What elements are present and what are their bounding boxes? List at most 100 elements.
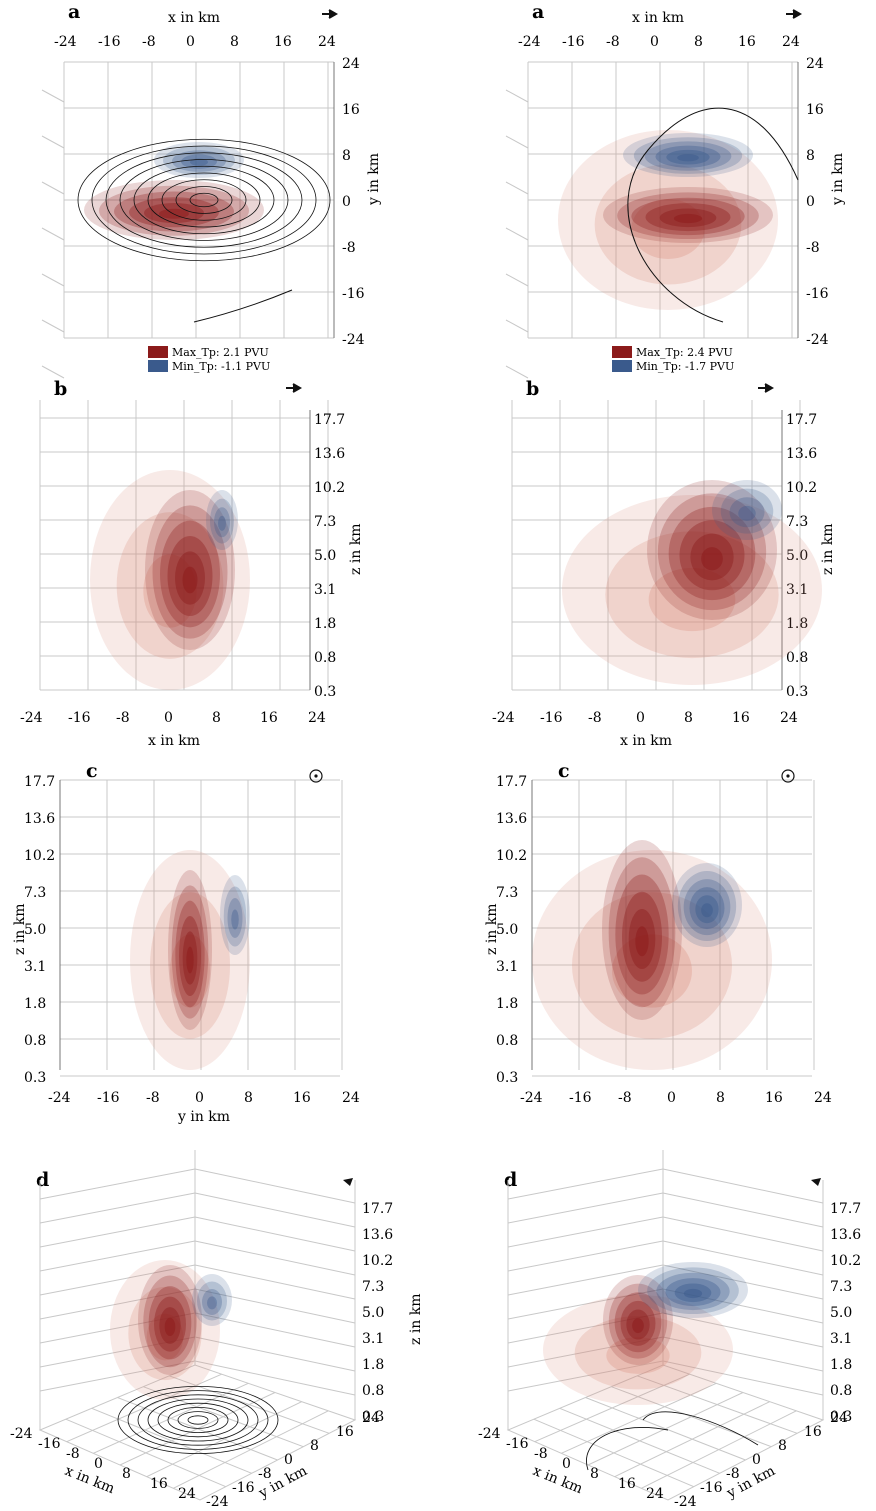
x-tick-label: -16	[98, 34, 121, 50]
y-tick-label: 0	[806, 194, 815, 210]
positive-pv-anomaly	[647, 480, 777, 620]
z-tick-label: 1.8	[314, 616, 336, 632]
wall-grid	[39, 1312, 196, 1344]
positive-pv-anomaly	[182, 566, 198, 594]
x-tick-label: -16	[68, 710, 91, 726]
grid-perspective	[505, 319, 529, 333]
wall-grid	[662, 1264, 824, 1300]
x-axis-label: x in km	[632, 10, 684, 26]
positive-pv-envelope	[90, 470, 250, 690]
positive-pv-anomaly	[608, 1283, 668, 1359]
x-tick-label: 0	[94, 1456, 103, 1472]
negative-pv-anomaly	[689, 887, 725, 930]
positive-pv-envelope	[170, 934, 210, 1008]
x-tick-label: 16	[274, 34, 292, 50]
z-tick-label: 0.8	[786, 650, 808, 666]
positive-pv-envelope	[532, 850, 772, 1070]
z-tick-label: 13.6	[786, 446, 817, 462]
north-arrow-icon	[758, 383, 775, 393]
positive-pv-envelope	[116, 512, 224, 659]
positive-pv-anomaly	[603, 1275, 673, 1365]
x-tick-label: -8	[534, 1446, 548, 1462]
positive-pv-envelope	[612, 934, 692, 1008]
x-tick-label: 0	[636, 710, 645, 726]
wall-grid	[39, 1192, 196, 1224]
legend-swatch-max	[148, 346, 168, 358]
positive-pv-anomaly	[635, 926, 649, 957]
positive-pv-anomaly	[659, 208, 717, 228]
z-tick-label: 5.0	[314, 548, 336, 564]
wall-grid	[507, 1264, 664, 1296]
pressure-contour	[189, 192, 219, 208]
pressure-contour	[627, 107, 799, 323]
legend-swatch-min	[148, 360, 168, 372]
y-tick-label: 16	[336, 1424, 354, 1440]
positive-pv-anomaly	[148, 1286, 192, 1360]
y-tick-label: 8	[310, 1438, 319, 1454]
positive-pv-anomaly	[617, 192, 759, 240]
y-axis-label: y in km	[177, 1109, 230, 1125]
positive-pv-envelope	[631, 199, 705, 259]
x-tick-label: -16	[506, 1436, 529, 1452]
y-tick-label: 0	[284, 1452, 293, 1468]
z-tick-label: 0.3	[24, 1070, 46, 1086]
z-tick-label: 13.6	[496, 811, 527, 827]
y-tick-label: -24	[520, 1090, 543, 1106]
panel-b-letter: b	[54, 378, 67, 400]
positive-pv-envelope	[562, 495, 822, 685]
positive-pv-anomaly	[602, 840, 682, 1020]
z-tick-label: 7.3	[830, 1279, 852, 1295]
y-tick-label: -8	[618, 1090, 632, 1106]
wall-grid	[39, 1264, 196, 1296]
x-axis-label: x in km	[63, 1463, 117, 1497]
x-tick-label: 24	[782, 34, 800, 50]
y-tick-label: 8	[716, 1090, 725, 1106]
positive-pv-anomaly	[673, 213, 703, 224]
y-tick-label: 16	[342, 102, 360, 118]
negative-pv-anomaly	[712, 480, 782, 540]
negative-pv-anomaly	[202, 1288, 222, 1315]
negative-pv-anomaly	[190, 158, 208, 166]
z-tick-label: 10.2	[314, 480, 345, 496]
positive-pv-envelope	[110, 1260, 220, 1400]
wall-grid	[194, 1216, 356, 1252]
positive-pv-anomaly	[99, 185, 249, 236]
wall-grid	[662, 1312, 824, 1348]
negative-pv-anomaly	[656, 1272, 730, 1311]
wall-grid	[39, 1216, 196, 1248]
positive-pv-anomaly	[160, 520, 220, 628]
positive-pv-envelope	[150, 892, 230, 1039]
positive-pv-envelope	[146, 1313, 184, 1361]
positive-pv-anomaly	[701, 547, 723, 571]
negative-pv-anomaly	[223, 886, 247, 947]
wall-grid	[662, 1216, 824, 1252]
z-tick-label: 1.8	[830, 1357, 852, 1373]
z-tick-label: 10.2	[362, 1253, 393, 1269]
north-arrow-icon	[286, 383, 303, 393]
pressure-contour	[586, 1426, 669, 1471]
panel-d-letter: d	[504, 1169, 517, 1191]
floor-grid	[641, 1410, 797, 1489]
z-tick-label: 0.3	[786, 684, 808, 700]
x-tick-label: -24	[492, 710, 515, 726]
positive-pv-anomaly	[114, 191, 234, 232]
negative-pv-anomaly	[214, 507, 230, 538]
positive-pv-anomaly	[84, 180, 264, 240]
x-tick-label: -8	[588, 710, 602, 726]
positive-pv-anomaly	[175, 551, 205, 605]
negative-pv-anomaly	[683, 879, 731, 936]
positive-pv-envelope	[572, 892, 732, 1039]
grid-perspective	[41, 365, 65, 379]
z-axis-label: z in km	[820, 523, 836, 575]
pressure-contour	[77, 138, 331, 262]
y-axis-label: y in km	[366, 153, 382, 206]
z-tick-label: 1.8	[24, 996, 46, 1012]
wall-grid	[507, 1168, 664, 1200]
negative-pv-anomaly	[220, 875, 250, 955]
pressure-contour	[177, 1411, 219, 1429]
panel-a-letter: a	[68, 1, 80, 23]
positive-pv-anomaly	[154, 1296, 186, 1352]
z-tick-label: 3.1	[830, 1331, 852, 1347]
y-tick-label: -8	[806, 240, 820, 256]
